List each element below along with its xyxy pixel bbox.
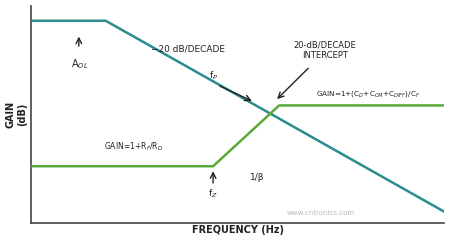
- Text: www.cntronics.com: www.cntronics.com: [287, 210, 355, 216]
- Text: 1/β: 1/β: [250, 173, 265, 182]
- Text: GAIN=1+R$_{F}$/R$_{D}$: GAIN=1+R$_{F}$/R$_{D}$: [104, 141, 163, 153]
- Text: GAIN=1+(C$_{D}$+C$_{CM}$+C$_{DIFF}$)/C$_{F}$: GAIN=1+(C$_{D}$+C$_{CM}$+C$_{DIFF}$)/C$_…: [316, 89, 420, 99]
- Text: f$_{P}$: f$_{P}$: [208, 69, 218, 81]
- Text: −20 dB/DECADE: −20 dB/DECADE: [151, 45, 225, 54]
- X-axis label: FREQUENCY (Hz): FREQUENCY (Hz): [192, 225, 284, 235]
- Y-axis label: GAIN
(dB): GAIN (dB): [5, 100, 27, 128]
- Text: f$_{Z}$: f$_{Z}$: [208, 188, 218, 201]
- Text: A$_{OL}$: A$_{OL}$: [71, 58, 88, 72]
- Text: 20-dB/DECADE
INTERCEPT: 20-dB/DECADE INTERCEPT: [293, 40, 356, 60]
